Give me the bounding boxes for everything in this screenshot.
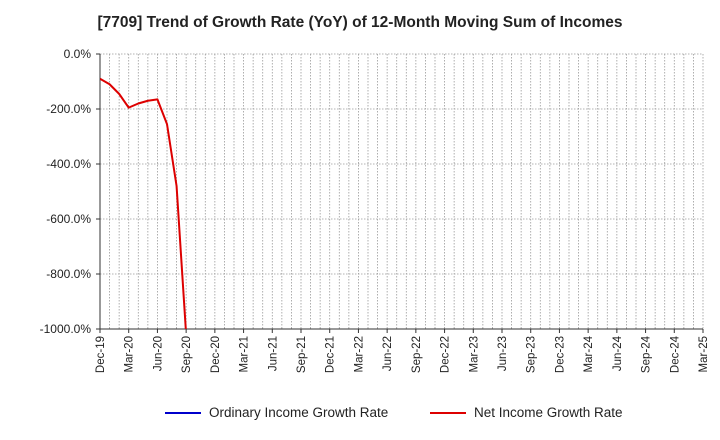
x-tick-label: Sep-24 bbox=[641, 335, 653, 373]
x-tick-label: Sep-21 bbox=[296, 336, 308, 373]
x-tick-label: Mar-22 bbox=[353, 336, 365, 372]
x-tick-label: Jun-21 bbox=[267, 336, 279, 371]
x-tick-label: Jun-20 bbox=[152, 336, 164, 371]
x-tick-label: Mar-21 bbox=[239, 336, 251, 372]
x-tick-label: Mar-20 bbox=[124, 336, 136, 372]
y-tick-label: 0.0% bbox=[64, 47, 92, 61]
grid-lines bbox=[99, 53, 704, 330]
x-tick-label: Mar-25 bbox=[698, 336, 710, 372]
x-tick-label: Dec-22 bbox=[440, 336, 452, 373]
x-tick-label: Jun-24 bbox=[612, 335, 624, 371]
x-tick-label: Sep-22 bbox=[411, 336, 423, 373]
legend-item-net-income: Net Income Growth Rate bbox=[430, 405, 623, 420]
x-tick-label: Dec-19 bbox=[95, 336, 107, 373]
y-tick-label: -200.0% bbox=[46, 102, 91, 116]
y-tick-labels: 0.0% -200.0% -400.0% -600.0% -800.0% -1000.0% bbox=[40, 47, 92, 336]
legend-swatch-blue bbox=[165, 411, 201, 414]
x-tick-label: Sep-20 bbox=[181, 336, 193, 373]
x-tick-label: Jun-23 bbox=[497, 336, 509, 371]
series-lines bbox=[100, 77, 187, 329]
x-tick-label: Dec-24 bbox=[669, 335, 681, 373]
legend: Ordinary Income Growth Rate Net Income G… bbox=[0, 405, 720, 425]
legend-label: Net Income Growth Rate bbox=[474, 405, 623, 420]
x-tick-label: Mar-24 bbox=[583, 335, 595, 372]
x-tick-label: Dec-21 bbox=[325, 336, 337, 373]
x-tick-labels: Dec-19 Mar-20 Jun-20 Sep-20 Dec-20 Mar-21 Jun-… bbox=[95, 335, 710, 373]
axes bbox=[96, 53, 704, 333]
x-tick-label: Sep-23 bbox=[526, 336, 538, 373]
legend-item-ordinary-income: Ordinary Income Growth Rate bbox=[165, 405, 388, 420]
legend-label: Ordinary Income Growth Rate bbox=[209, 405, 389, 420]
y-tick-label: -400.0% bbox=[46, 157, 91, 171]
x-tick-label: Mar-23 bbox=[468, 336, 480, 372]
chart-title: [7709] Trend of Growth Rate (YoY) of 12-… bbox=[97, 14, 623, 31]
y-tick-label: -1000.0% bbox=[40, 322, 92, 336]
x-tick-label: Jun-22 bbox=[382, 336, 394, 371]
x-tick-label: Dec-23 bbox=[554, 336, 566, 373]
legend-swatch-red bbox=[430, 411, 466, 414]
x-tick-label: Dec-20 bbox=[210, 336, 222, 373]
y-tick-label: -600.0% bbox=[46, 212, 91, 226]
series-line-1 bbox=[100, 77, 187, 329]
line-chart: 0.0% -200.0% -400.0% -600.0% -800.0% -1000.0%… bbox=[40, 47, 710, 373]
y-tick-label: -800.0% bbox=[46, 267, 91, 281]
